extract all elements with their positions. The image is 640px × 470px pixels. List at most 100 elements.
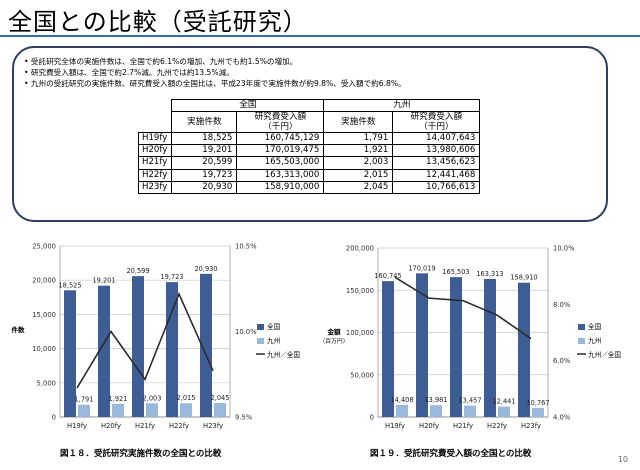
- bar-national: [166, 282, 178, 417]
- page-title: 全国との比較（受託研究）: [8, 8, 308, 36]
- summary-bullet: 研究費受入額は、全国で約2.7%減。九州では約13.5%減。: [24, 67, 406, 78]
- x-tick-label: H23fy: [521, 422, 541, 430]
- table-cell: 2,015: [323, 168, 394, 182]
- summary-bullet: 受託研究全体の実施件数は、全国で約6.1%の増加、九州でも約1.5%の増加。: [24, 56, 406, 67]
- col-header-amount: 研究費受入額 （千円）: [392, 111, 481, 133]
- bar-national: [484, 279, 496, 417]
- data-label-national: 170,019: [408, 264, 435, 272]
- y-tick-label: 15,000: [32, 311, 56, 319]
- data-label-kyushu: 1,791: [75, 396, 94, 404]
- legend-label-kyushu: 九州: [588, 336, 601, 345]
- y-tick-label: 20,000: [32, 277, 56, 285]
- row-header: H19fy: [137, 131, 173, 146]
- bar-national: [98, 285, 110, 417]
- x-tick-label: H19fy: [67, 422, 87, 430]
- data-label-kyushu: 10,767: [526, 399, 549, 407]
- bar-kyushu: [498, 406, 510, 417]
- table-cell: 158,910,000: [236, 180, 325, 194]
- chart-caption-fig19: 図１９．受託研究費受入額の全国との比較: [370, 449, 532, 459]
- table-body: H19fy 18,525 160,745,129 1,791 14,407,643 H20…: [137, 131, 481, 194]
- y-tick-label: 200,000: [346, 245, 374, 253]
- y-axis-label: 件数: [12, 325, 26, 334]
- legend-label-kyushu: 九州: [267, 336, 280, 345]
- summary-bullet: 九州の受託研究の実施件数、研究費受入額の全国比は、平成23年度で実施件数が約9.…: [24, 78, 406, 89]
- bar-kyushu: [430, 405, 442, 417]
- table-cell: 18,525: [171, 131, 238, 146]
- bar-kyushu: [214, 403, 226, 417]
- y2-tick-label: 10.0%: [553, 245, 575, 253]
- table-cell: 160,745,129: [236, 131, 325, 146]
- data-label-national: 20,599: [126, 267, 149, 275]
- legend-swatch-kyushu: [257, 338, 264, 344]
- table-cell: 19,723: [171, 168, 238, 182]
- table-corner: [138, 99, 173, 112]
- x-tick-label: H22fy: [169, 422, 189, 430]
- y-axis-label: 金額: [327, 327, 342, 336]
- bar-kyushu: [146, 403, 158, 417]
- y-tick-label: 25,000: [32, 243, 56, 251]
- series-line-ratio: [394, 276, 532, 340]
- data-label-kyushu: 13,457: [458, 397, 481, 405]
- bar-kyushu: [396, 404, 408, 417]
- table-cell: 13,456,623: [392, 156, 481, 170]
- data-label-kyushu: 2,045: [211, 394, 230, 402]
- legend-label-ratio: 九州／全国: [267, 350, 300, 359]
- chart-caption-fig18: 図１８．受託研究実施件数の全国との比較: [60, 449, 222, 459]
- y2-tick-label: 6.0%: [553, 357, 571, 365]
- legend-swatch-national: [257, 324, 264, 330]
- summary-panel: [12, 46, 608, 222]
- table-cell: 170,019,475: [236, 144, 325, 158]
- bar-national: [64, 290, 76, 417]
- table-cell: 20,930: [171, 180, 238, 194]
- y-tick-label: 5,000: [37, 379, 56, 387]
- x-tick-label: H20fy: [419, 422, 439, 430]
- chart-fig19-amount: 0 50,000 100,000 150,000 200,000 4.0% 6.0% 8.0%…: [320, 245, 621, 431]
- bar-kyushu: [532, 407, 544, 417]
- y2-tick-label: 8.0%: [553, 301, 571, 309]
- legend-swatch-kyushu: [578, 338, 585, 344]
- data-label-national: 165,503: [442, 268, 469, 276]
- title-underline: [0, 35, 640, 37]
- data-label-kyushu: 12,441: [492, 397, 515, 405]
- data-label-national: 18,525: [58, 281, 81, 289]
- col-header-count: 実施件数: [171, 111, 238, 133]
- table-cell: 2,003: [323, 156, 394, 170]
- row-header: H20fy: [137, 144, 173, 158]
- col-header-count: 実施件数: [323, 111, 394, 133]
- data-label-kyushu: 2,015: [177, 394, 196, 402]
- table-corner: [138, 111, 173, 133]
- legend-swatch-national: [578, 324, 585, 330]
- table-cell: 12,441,468: [392, 168, 481, 182]
- table-cell: 10,766,613: [392, 180, 481, 194]
- row-header: H21fy: [137, 156, 173, 170]
- y2-tick-label: 10.5%: [235, 243, 257, 251]
- table-cell: 14,407,643: [392, 131, 481, 146]
- table-row: H21fy 20,599 165,503,000 2,003 13,456,623: [137, 156, 481, 170]
- y-tick-label: 0: [52, 414, 56, 422]
- table-row: H20fy 19,201 170,019,475 1,921 13,980,606: [137, 144, 481, 158]
- table-cell: 19,201: [171, 144, 238, 158]
- bar-kyushu: [464, 405, 476, 417]
- data-label-kyushu: 14,408: [390, 396, 413, 404]
- y-tick-label: 50,000: [350, 371, 374, 379]
- bar-kyushu: [180, 403, 192, 417]
- y2-tick-label: 9.5%: [235, 414, 253, 422]
- bar-national: [450, 277, 462, 417]
- group-header-national: 全国: [171, 99, 325, 112]
- data-label-kyushu: 13,981: [424, 396, 447, 404]
- y2-tick-label: 4.0%: [553, 414, 571, 422]
- table-cell: 1,791: [323, 131, 394, 146]
- y-tick-label: 100,000: [346, 329, 374, 337]
- legend-label-national: 全国: [267, 322, 281, 331]
- series-line-ratio: [76, 291, 214, 389]
- x-tick-label: H20fy: [101, 422, 121, 430]
- table-cell: 165,503,000: [236, 156, 325, 170]
- y-tick-label: 0: [370, 414, 374, 422]
- data-label-national: 20,930: [194, 265, 217, 273]
- table-cell: 163,313,000: [236, 168, 325, 182]
- x-tick-label: H21fy: [135, 422, 155, 430]
- bar-kyushu: [78, 404, 90, 417]
- bar-national: [382, 281, 394, 417]
- bar-kyushu: [112, 403, 124, 417]
- table-row: H22fy 19,723 163,313,000 2,015 12,441,468: [137, 168, 481, 182]
